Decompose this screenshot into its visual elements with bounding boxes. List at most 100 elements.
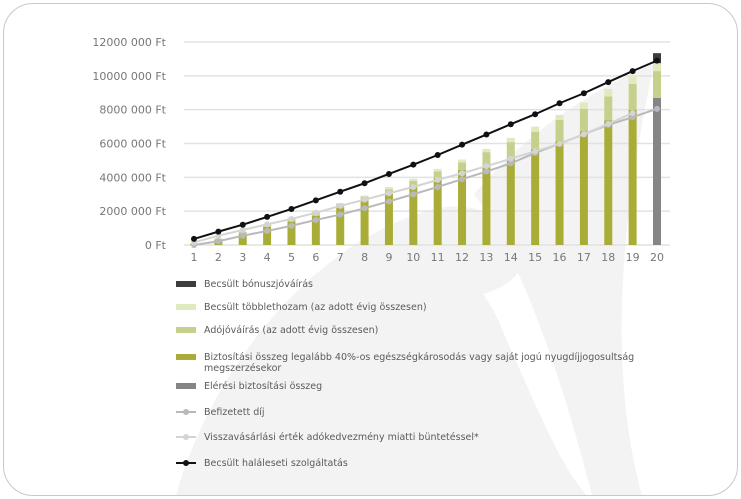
legend-swatch [176, 281, 196, 287]
bar-segment [531, 126, 540, 132]
legend-point-marker [183, 434, 189, 440]
bar-segment [287, 221, 296, 245]
line-point [361, 196, 368, 203]
x-tick-label: 6 [312, 251, 319, 264]
line-point [239, 226, 246, 233]
legend-label: Elérési biztosítási összeg [204, 381, 323, 392]
bar-segment [628, 75, 637, 84]
x-tick-label: 7 [337, 251, 344, 264]
line-point [629, 68, 636, 75]
x-tick-label: 19 [626, 251, 640, 264]
bar-segment [604, 88, 613, 97]
x-tick-label: 4 [264, 251, 271, 264]
chart: 0 Ft 2000 000 Ft 4000 000 Ft 6000 000 Ft 800… [92, 36, 670, 495]
y-tick-label: 4000 000 Ft [99, 171, 166, 184]
line-point [215, 228, 222, 235]
legend-label: Biztosítási összeg legalább 40%-os egész… [204, 352, 635, 374]
x-tick-label: 15 [528, 251, 542, 264]
line-point [483, 131, 490, 138]
x-tick-label: 18 [601, 251, 615, 264]
line-point [312, 197, 319, 204]
legend-swatch [176, 327, 196, 333]
line-point [434, 176, 441, 183]
y-tick-label: 6000 000 Ft [99, 138, 166, 151]
bar-segment [531, 131, 540, 149]
line-point [337, 188, 344, 195]
legend-point-marker [183, 460, 189, 466]
line-series [193, 59, 658, 240]
line-point [507, 155, 514, 162]
bar-segment [506, 137, 515, 143]
x-tick-label: 16 [553, 251, 567, 264]
line-point [337, 211, 344, 218]
line-point [264, 227, 271, 234]
bar-segment [458, 162, 467, 170]
bar-segment [579, 108, 588, 132]
line-point [483, 163, 490, 170]
line-point [385, 190, 392, 197]
bar-segment [336, 207, 345, 245]
line-point [654, 57, 660, 64]
bar-segment [555, 141, 564, 245]
line-point [215, 238, 222, 245]
line-point [361, 180, 368, 187]
bar-segment [409, 178, 418, 181]
line-point [507, 160, 514, 167]
bar-segment [482, 148, 491, 153]
bar-segment [433, 168, 442, 172]
line-point [459, 176, 466, 183]
line-point [532, 111, 539, 118]
bar-segment [653, 97, 661, 245]
line-point [410, 161, 417, 168]
bar-segment [458, 169, 467, 245]
line-point [434, 183, 441, 190]
line-point [605, 79, 612, 86]
bar-segment [458, 159, 467, 163]
line-point [654, 105, 660, 112]
legend-label: Adójóváírás (az adott évig összesen) [204, 325, 379, 336]
bar-segment [628, 109, 637, 245]
bar-segment [555, 119, 564, 142]
line-point [410, 191, 417, 198]
x-tick-label: 9 [385, 251, 392, 264]
legend-point-marker [183, 409, 189, 415]
line-point [483, 168, 490, 175]
line-point [580, 90, 587, 97]
bar-segment [360, 200, 369, 245]
line-point [459, 141, 466, 148]
line-point [410, 183, 417, 190]
line-point [532, 148, 539, 155]
bar-segment [433, 178, 442, 245]
bar-segment [433, 171, 442, 179]
line-point [312, 216, 319, 223]
x-tick-label: 10 [406, 251, 420, 264]
line-point [288, 222, 295, 229]
line-point [556, 140, 563, 147]
x-tick-label: 11 [431, 251, 445, 264]
bar-segment [409, 180, 418, 186]
line-point [288, 215, 295, 222]
line-point [239, 232, 246, 239]
chart-card: 0 Ft 2000 000 Ft 4000 000 Ft 6000 000 Ft 800… [3, 3, 738, 496]
y-tick-label: 2000 000 Ft [99, 205, 166, 218]
bar-segment [384, 186, 393, 190]
bar-segment [506, 158, 515, 245]
line-point [361, 205, 368, 212]
legend-swatch [176, 383, 196, 389]
bar-segment [579, 131, 588, 245]
bar-segment [604, 120, 613, 245]
y-tick-label: 0 Ft [145, 239, 167, 252]
x-tick-label: 20 [650, 251, 664, 264]
line-point [312, 209, 319, 216]
bar-segment [506, 142, 515, 159]
line-point [629, 110, 636, 117]
bar-segment [360, 195, 369, 197]
line-point [337, 202, 344, 209]
line-point [385, 198, 392, 205]
x-tick-label: 3 [239, 251, 246, 264]
line-point [288, 205, 295, 212]
bar-segment [482, 167, 491, 245]
bar-segment [628, 83, 637, 110]
legend-swatch [176, 354, 196, 360]
x-tick-label: 17 [577, 251, 591, 264]
